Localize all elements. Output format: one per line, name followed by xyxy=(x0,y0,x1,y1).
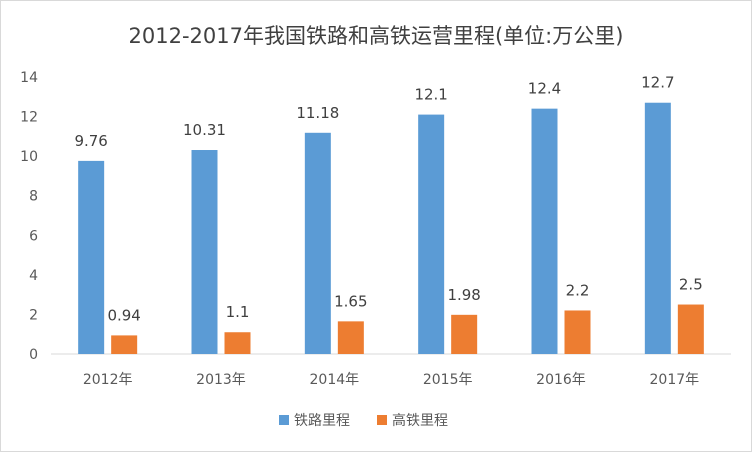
data-label: 1.98 xyxy=(447,286,480,304)
bar-railway xyxy=(78,160,105,354)
bar-highspeed xyxy=(224,332,251,354)
data-label: 11.18 xyxy=(296,104,339,122)
x-tick-label: 2017年 xyxy=(650,372,700,388)
bar-railway xyxy=(191,150,218,354)
bar-highspeed xyxy=(337,321,364,354)
data-label: 2.5 xyxy=(679,276,703,294)
y-tick-label: 6 xyxy=(29,228,38,244)
data-label: 12.7 xyxy=(641,74,674,92)
chart-title: 2012-2017年我国铁路和高铁运营里程(单位:万公里) xyxy=(129,24,624,48)
y-tick-label: 12 xyxy=(20,110,38,126)
y-tick-label: 2 xyxy=(29,307,38,323)
y-tick-label: 0 xyxy=(29,347,38,363)
legend-label: 高铁里程 xyxy=(392,412,448,429)
x-tick-label: 2015年 xyxy=(423,372,473,388)
data-label: 9.76 xyxy=(74,132,107,150)
y-tick-label: 10 xyxy=(20,149,38,165)
x-tick-label: 2014年 xyxy=(310,372,360,388)
x-tick-label: 2013年 xyxy=(196,372,246,388)
data-label: 12.4 xyxy=(528,80,561,98)
data-label: 1.65 xyxy=(334,292,367,310)
y-tick-label: 14 xyxy=(20,70,38,86)
bar-highspeed xyxy=(111,335,138,354)
data-label: 0.94 xyxy=(107,306,140,324)
bar-railway xyxy=(304,132,331,354)
data-label: 12.1 xyxy=(414,86,447,104)
y-tick-label: 4 xyxy=(29,268,38,284)
x-tick-label: 2016年 xyxy=(536,372,586,388)
data-label: 2.2 xyxy=(566,281,590,299)
legend-label: 铁路里程 xyxy=(294,413,350,429)
bar-railway xyxy=(531,108,558,355)
bar-highspeed xyxy=(677,304,704,354)
data-label: 10.31 xyxy=(183,121,226,139)
bar-highspeed xyxy=(564,310,591,354)
x-tick-label: 2012年 xyxy=(83,372,133,388)
legend-swatch xyxy=(377,415,387,425)
y-tick-label: 8 xyxy=(29,189,38,205)
data-label: 1.1 xyxy=(226,303,250,321)
bar-railway xyxy=(644,102,671,354)
bar-highspeed xyxy=(451,314,478,354)
bar-railway xyxy=(418,114,445,354)
legend-swatch xyxy=(279,415,289,425)
